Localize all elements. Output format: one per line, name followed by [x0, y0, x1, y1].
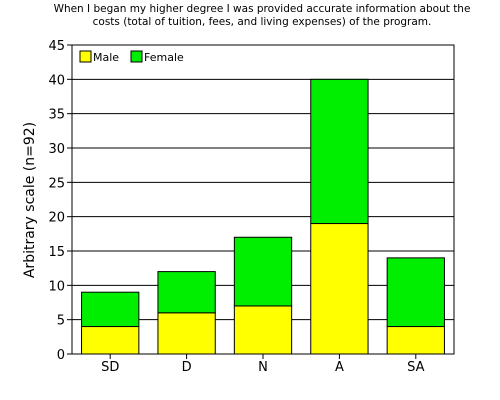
bar-female-d [157, 271, 216, 314]
bar-female-sa [386, 257, 445, 328]
bar-male-sa [386, 326, 445, 355]
y-axis-label: Arbitrary scale (n=92) [22, 122, 38, 278]
y-tick-label: 25 [48, 176, 65, 191]
y-tick-label: 20 [48, 211, 65, 226]
chart-title: When I began my higher degree I was prov… [54, 3, 471, 28]
x-tick-label: D [182, 360, 192, 375]
y-tick-label: 45 [48, 39, 65, 54]
bar-female-sd [81, 291, 140, 328]
y-tick-labels: 0 5 10 15 20 25 30 35 40 45 [48, 39, 65, 363]
bars [81, 78, 445, 355]
plot-frame [71, 44, 455, 355]
bar-male-sd [81, 326, 140, 355]
y-tick-label: 0 [57, 348, 65, 363]
x-tick-labels: SD D N A SA [101, 360, 425, 375]
chart-title-line-1: When I began my higher degree I was prov… [54, 3, 471, 15]
bar-female-a [310, 78, 369, 225]
legend-swatch-female [130, 50, 143, 63]
legend-label-female: Female [144, 51, 184, 64]
x-tick-label: SA [407, 360, 424, 375]
y-tick-label: 30 [48, 142, 65, 157]
bar-female-n [233, 236, 293, 307]
legend: Male Female [79, 50, 184, 64]
bar-male-n [233, 305, 293, 355]
x-tick-label: SD [101, 360, 119, 375]
y-tick-label: 15 [48, 245, 65, 260]
legend-swatch-male [79, 50, 92, 63]
chart-title-line-2: costs (total of tuition, fees, and livin… [93, 16, 432, 28]
legend-label-male: Male [93, 51, 119, 64]
x-tick-label: N [258, 360, 268, 375]
bar-male-a [310, 223, 369, 355]
y-tick-label: 5 [57, 314, 65, 329]
axes [67, 44, 455, 359]
y-tick-label: 35 [48, 108, 65, 123]
y-tick-label: 10 [48, 279, 65, 294]
bar-male-d [157, 312, 216, 355]
x-tick-label: A [335, 360, 344, 375]
y-tick-label: 40 [48, 73, 65, 88]
